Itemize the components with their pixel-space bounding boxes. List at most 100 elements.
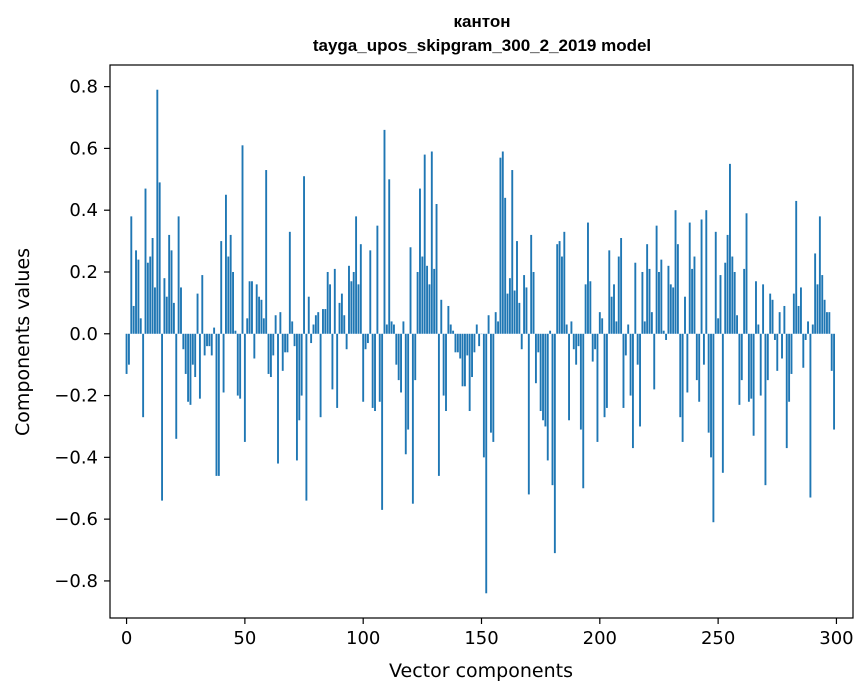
bar-66 bbox=[281, 333, 284, 371]
bar-241 bbox=[695, 333, 698, 381]
bar-78 bbox=[310, 333, 313, 344]
bar-162 bbox=[508, 278, 511, 334]
bar-179 bbox=[549, 330, 552, 334]
bar-59 bbox=[265, 170, 268, 334]
bar-84 bbox=[324, 309, 327, 334]
bar-56 bbox=[258, 296, 261, 334]
bar-22 bbox=[177, 216, 180, 334]
bar-254 bbox=[726, 234, 729, 334]
bar-12 bbox=[154, 287, 156, 334]
bar-291 bbox=[814, 253, 817, 334]
bar-17 bbox=[165, 296, 168, 334]
bar-109 bbox=[383, 129, 386, 334]
bar-227 bbox=[662, 330, 665, 334]
bar-43 bbox=[227, 256, 230, 334]
bar-124 bbox=[419, 188, 421, 334]
bar-249 bbox=[714, 231, 717, 334]
bar-178 bbox=[546, 333, 549, 461]
bar-292 bbox=[816, 284, 819, 334]
bar-160 bbox=[504, 197, 507, 334]
bar-134 bbox=[442, 333, 445, 396]
bar-96 bbox=[352, 271, 355, 334]
bar-186 bbox=[565, 324, 568, 334]
bar-15 bbox=[161, 333, 163, 501]
bar-265 bbox=[752, 333, 755, 436]
bar-264 bbox=[750, 333, 753, 399]
bar-159 bbox=[501, 151, 504, 334]
bar-49 bbox=[241, 145, 244, 334]
bar-246 bbox=[707, 333, 710, 433]
bar-172 bbox=[532, 271, 535, 334]
bar-108 bbox=[381, 333, 384, 510]
bar-230 bbox=[669, 284, 672, 334]
bar-173 bbox=[534, 333, 537, 384]
bar-18 bbox=[168, 234, 171, 334]
bar-101 bbox=[364, 333, 367, 350]
bar-62 bbox=[272, 333, 275, 356]
bar-91 bbox=[340, 293, 343, 334]
bar-239 bbox=[691, 268, 694, 334]
bar-61 bbox=[269, 333, 272, 378]
bar-261 bbox=[743, 268, 746, 334]
bar-231 bbox=[672, 287, 675, 334]
bar-229 bbox=[667, 265, 670, 334]
bar-138 bbox=[452, 330, 455, 334]
bar-52 bbox=[248, 281, 251, 334]
bar-221 bbox=[648, 268, 651, 334]
bar-181 bbox=[553, 333, 556, 554]
bar-35 bbox=[208, 333, 211, 347]
bar-102 bbox=[366, 333, 369, 344]
x-tick-label: 100 bbox=[346, 628, 380, 649]
bar-79 bbox=[312, 324, 315, 334]
bar-16 bbox=[163, 278, 166, 334]
bar-243 bbox=[700, 219, 703, 334]
bar-250 bbox=[717, 318, 720, 334]
bar-58 bbox=[262, 318, 265, 334]
bar-274 bbox=[773, 333, 776, 340]
bar-99 bbox=[359, 244, 362, 334]
bar-298 bbox=[830, 333, 833, 371]
bar-57 bbox=[260, 299, 263, 334]
bar-107 bbox=[378, 333, 381, 402]
bar-89 bbox=[336, 333, 339, 408]
bar-214 bbox=[631, 333, 634, 449]
bar-143 bbox=[463, 333, 466, 387]
bar-155 bbox=[492, 333, 495, 442]
bar-146 bbox=[471, 333, 473, 378]
bar-270 bbox=[764, 333, 767, 486]
bar-283 bbox=[795, 200, 798, 334]
bar-126 bbox=[423, 154, 426, 334]
bar-272 bbox=[769, 293, 772, 334]
bar-244 bbox=[702, 333, 705, 365]
bar-42 bbox=[225, 194, 227, 334]
bar-169 bbox=[525, 287, 528, 334]
y-tick-label: −0.2 bbox=[54, 386, 98, 407]
y-tick-label: 0.0 bbox=[69, 324, 98, 345]
bar-129 bbox=[430, 151, 433, 334]
bar-154 bbox=[490, 333, 492, 433]
bar-287 bbox=[804, 333, 807, 340]
bar-106 bbox=[376, 225, 379, 334]
bar-248 bbox=[712, 333, 715, 523]
bar-180 bbox=[551, 333, 554, 486]
bar-6 bbox=[139, 318, 142, 334]
bar-67 bbox=[284, 333, 287, 353]
bar-198 bbox=[594, 333, 597, 350]
bar-212 bbox=[627, 324, 630, 334]
bar-156 bbox=[494, 312, 497, 334]
bar-127 bbox=[426, 265, 429, 334]
bar-36 bbox=[210, 333, 213, 356]
bar-289 bbox=[809, 333, 812, 498]
bar-149 bbox=[478, 333, 481, 347]
bar-247 bbox=[710, 333, 712, 458]
bar-47 bbox=[236, 333, 239, 396]
bar-208 bbox=[617, 256, 620, 334]
bar-83 bbox=[322, 309, 324, 334]
bar-163 bbox=[511, 170, 514, 334]
bar-224 bbox=[655, 225, 658, 334]
bar-137 bbox=[449, 324, 452, 334]
bar-288 bbox=[807, 321, 809, 334]
bar-145 bbox=[468, 333, 471, 412]
bar-33 bbox=[203, 333, 206, 356]
bar-238 bbox=[688, 222, 691, 334]
